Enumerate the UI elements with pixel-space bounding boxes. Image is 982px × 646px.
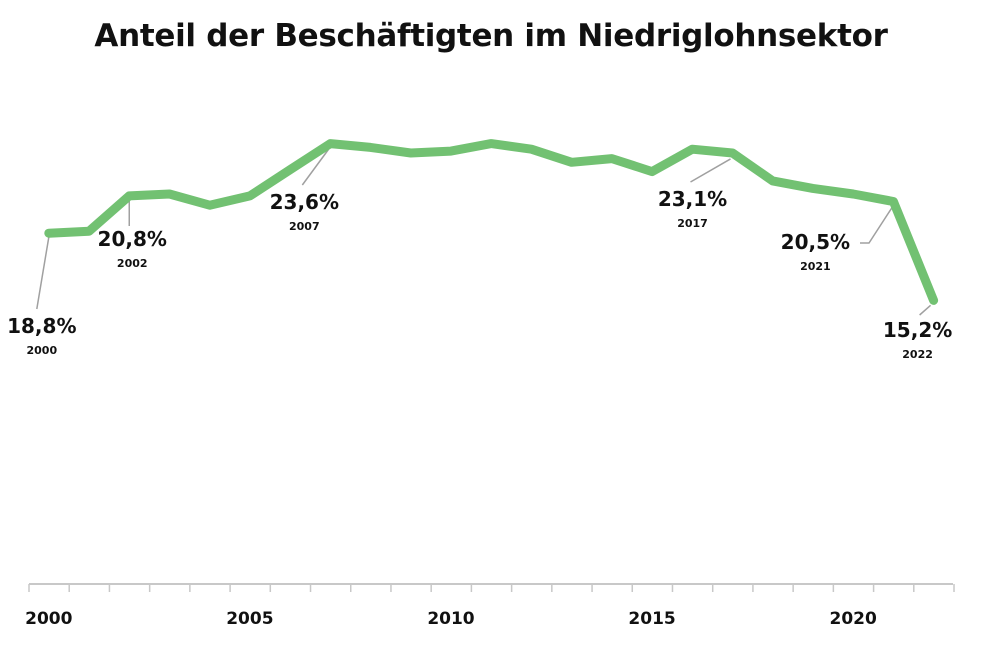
annotation-value-label: 23,6% — [270, 190, 339, 214]
x-tick-label: 2000 — [25, 609, 72, 629]
annotation-leader-line — [919, 304, 932, 316]
annotation-year-label: 2017 — [677, 217, 708, 230]
annotation-leader-line — [690, 158, 731, 183]
annotation-value-label: 15,2% — [883, 318, 952, 342]
x-tick-label: 2005 — [226, 609, 273, 629]
annotation-value-label: 20,8% — [98, 227, 167, 251]
annotation-value-label: 20,5% — [781, 230, 850, 254]
x-tick-label: 2020 — [829, 609, 876, 629]
annotation-leader-line — [301, 149, 329, 186]
annotation-year-label: 2000 — [26, 344, 57, 357]
annotation-leader-line — [860, 205, 895, 244]
chart-title: Anteil der Beschäftigten im Niedriglohns… — [94, 18, 888, 54]
annotation-labels: 18,8% 2000 20,8% 2002 23,6% 2007 23,1% 2017 20,5… — [7, 187, 952, 361]
annotation-value-label: 23,1% — [658, 187, 727, 211]
annotation-leaders — [36, 149, 932, 316]
annotation-leader-line — [36, 237, 50, 310]
annotation-year-label: 2021 — [800, 260, 831, 273]
series-line — [44, 139, 939, 305]
x-axis: 2000 2005 2010 2015 2020 — [25, 583, 955, 629]
annotation-year-label: 2002 — [117, 257, 148, 270]
annotation-year-label: 2007 — [289, 220, 320, 233]
x-tick-label: 2015 — [628, 609, 675, 629]
series-layer — [44, 139, 939, 305]
annotation-value-label: 18,8% — [7, 314, 76, 338]
annotation-year-label: 2022 — [902, 348, 933, 361]
x-tick-label: 2010 — [427, 609, 474, 629]
